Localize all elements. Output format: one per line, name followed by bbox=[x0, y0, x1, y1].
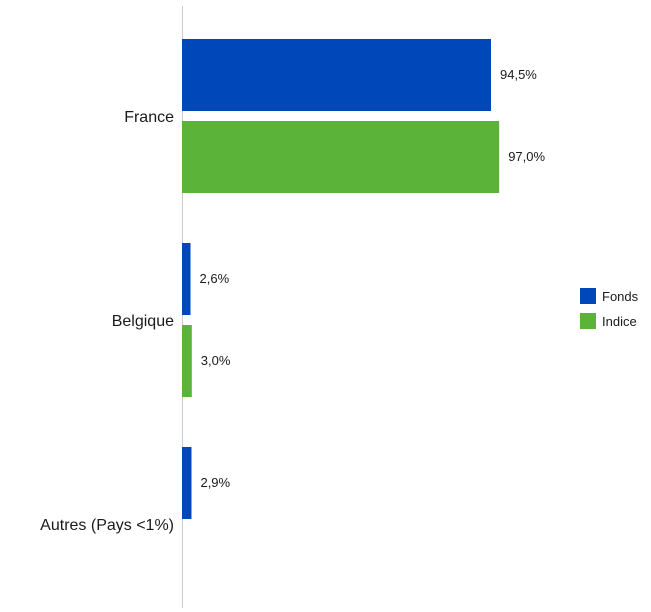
category-label-france: France bbox=[124, 109, 174, 126]
bar-fonds-autres-pays-1 bbox=[182, 447, 192, 519]
bar-indice-belgique bbox=[182, 325, 192, 397]
bar-fonds-france bbox=[182, 39, 492, 111]
value-labels: 94,5% 97,0% 2,6% 3,0% 2,9% bbox=[200, 67, 546, 490]
legend-label-indice: Indice bbox=[602, 314, 637, 329]
legend: Fonds Indice bbox=[580, 288, 639, 329]
category-label-autres-pays-1: Autres (Pays <1%) bbox=[40, 517, 174, 534]
legend-swatch-indice bbox=[580, 313, 596, 329]
value-label-fonds-belgique: 2,6% bbox=[200, 271, 230, 286]
legend-label-fonds: Fonds bbox=[602, 289, 639, 304]
value-label-fonds-autres-pays-1: 2,9% bbox=[200, 475, 230, 490]
value-label-indice-france: 97,0% bbox=[508, 149, 545, 164]
value-label-indice-belgique: 3,0% bbox=[201, 353, 231, 368]
category-label-belgique: Belgique bbox=[112, 313, 174, 330]
category-labels: France Belgique Autres (Pays <1%) bbox=[40, 109, 174, 534]
bar-fonds-belgique bbox=[182, 243, 191, 315]
legend-swatch-fonds bbox=[580, 288, 596, 304]
bar-indice-france bbox=[182, 121, 500, 193]
value-label-fonds-france: 94,5% bbox=[500, 67, 537, 82]
bars bbox=[182, 39, 500, 519]
